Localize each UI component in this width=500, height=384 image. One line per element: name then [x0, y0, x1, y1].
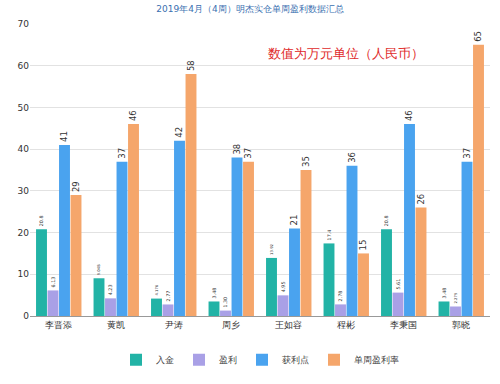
- svg-text:42: 42: [174, 127, 184, 138]
- svg-text:30: 30: [18, 186, 30, 196]
- svg-text:26: 26: [416, 194, 426, 205]
- svg-text:37: 37: [462, 148, 472, 159]
- svg-text:郭晓: 郭晓: [452, 320, 470, 330]
- svg-text:3.48: 3.48: [442, 288, 447, 299]
- svg-text:2019年4月（4周）明杰实仓单周盈利数据汇总: 2019年4月（4周）明杰实仓单周盈利数据汇总: [156, 4, 343, 14]
- svg-text:入金: 入金: [156, 355, 174, 365]
- svg-text:20.8: 20.8: [384, 215, 389, 226]
- svg-text:21: 21: [289, 214, 299, 225]
- svg-text:37: 37: [117, 148, 127, 159]
- svg-text:46: 46: [128, 110, 138, 121]
- svg-text:46: 46: [404, 110, 414, 121]
- svg-text:4.176: 4.176: [155, 284, 159, 295]
- svg-text:70: 70: [18, 19, 30, 29]
- svg-text:17.4: 17.4: [327, 230, 332, 241]
- svg-text:李晋添: 李晋添: [45, 320, 72, 330]
- svg-text:尹涛: 尹涛: [165, 320, 183, 330]
- svg-text:李秉国: 李秉国: [390, 320, 417, 330]
- svg-text:单周盈利率: 单周盈利率: [354, 355, 399, 365]
- svg-text:41: 41: [59, 131, 69, 142]
- svg-text:10: 10: [18, 269, 30, 279]
- svg-text:13.92: 13.92: [269, 243, 274, 254]
- svg-text:4.95: 4.95: [280, 281, 286, 292]
- svg-text:60: 60: [18, 61, 30, 71]
- svg-text:20: 20: [18, 228, 30, 238]
- svg-text:盈利: 盈利: [219, 355, 237, 365]
- svg-text:20.8: 20.8: [39, 215, 44, 226]
- svg-text:黄凯: 黄凯: [107, 320, 125, 330]
- svg-text:40: 40: [18, 144, 30, 154]
- svg-text:50: 50: [18, 103, 30, 113]
- svg-text:2.77: 2.77: [165, 291, 171, 302]
- svg-text:4.23: 4.23: [107, 284, 113, 295]
- svg-text:15: 15: [358, 240, 368, 251]
- svg-text:2.78: 2.78: [338, 291, 343, 302]
- svg-text:6.13: 6.13: [50, 277, 56, 288]
- svg-text:1.30: 1.30: [223, 297, 228, 308]
- svg-text:38: 38: [232, 144, 242, 155]
- svg-text:5.61: 5.61: [395, 279, 401, 290]
- svg-text:程彬: 程彬: [337, 320, 355, 330]
- svg-text:35: 35: [301, 156, 311, 167]
- svg-text:37: 37: [243, 148, 253, 159]
- svg-text:数值为万元单位（人民币）: 数值为万元单位（人民币）: [268, 46, 424, 61]
- svg-text:周乡: 周乡: [222, 320, 240, 330]
- svg-text:0: 0: [23, 311, 29, 321]
- svg-text:王如容: 王如容: [275, 320, 302, 330]
- svg-text:2.279: 2.279: [454, 292, 458, 303]
- svg-text:65: 65: [473, 31, 483, 42]
- svg-text:36: 36: [347, 152, 357, 163]
- svg-text:9.048: 9.048: [97, 264, 101, 275]
- svg-text:58: 58: [186, 60, 196, 71]
- svg-text:29: 29: [71, 181, 81, 192]
- svg-text:3.48: 3.48: [212, 288, 217, 299]
- svg-text:获利点: 获利点: [282, 355, 309, 365]
